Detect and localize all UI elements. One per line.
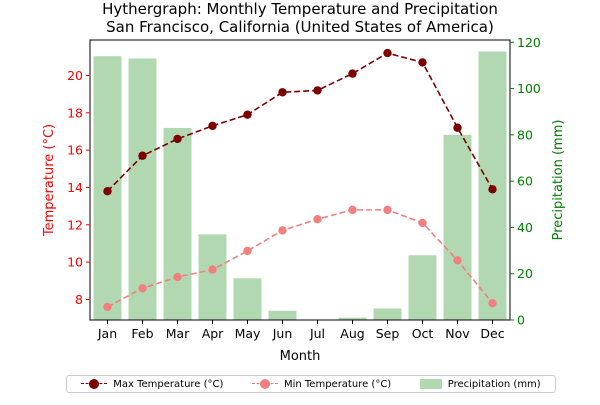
legend-item-max: Max Temperature (°C) <box>81 379 223 390</box>
x-tick-label: Mar <box>166 326 190 341</box>
max-temp-point-dec <box>488 185 497 194</box>
plot-frame <box>89 39 511 321</box>
x-tick-label: Feb <box>131 326 153 341</box>
legend-item-min: Min Temperature (°C) <box>251 378 392 390</box>
x-axis-label: Month <box>280 349 321 364</box>
precip-bar-mar <box>163 127 192 320</box>
left-tick-label: 10 <box>67 255 83 270</box>
max-temp-point-jun <box>278 88 287 97</box>
x-tick-label: Nov <box>445 326 470 341</box>
x-tick-label: Oct <box>412 326 434 341</box>
precip-bar-nov <box>443 134 472 320</box>
left-tick-label: 20 <box>67 68 83 83</box>
precip-bar-may <box>233 278 262 320</box>
right-tick-label: 100 <box>517 81 541 96</box>
max-temp-point-jan <box>103 187 112 196</box>
legend: Max Temperature (°C) Min Temperature (°C… <box>66 375 556 393</box>
precip-bar-sep <box>373 308 402 320</box>
min-temp-point-jan <box>103 302 112 312</box>
left-tick-label: 8 <box>75 292 83 307</box>
legend-min-label: Min Temperature (°C) <box>283 378 392 390</box>
max-temp-point-sep <box>383 48 392 58</box>
legend-max-swatch <box>81 379 108 389</box>
axes: Jan Feb Mar Apr May Jun Jul Aug Sep Oct Nov Dec 8 10 1… <box>67 35 541 341</box>
left-axis-label: Temperature (°C) <box>42 124 57 237</box>
precip-bar-apr <box>198 234 227 320</box>
min-temp-point-aug <box>348 205 357 215</box>
min-temp-point-jul <box>313 215 322 224</box>
x-tick-label: Jan <box>97 326 117 341</box>
min-temp-point-feb <box>138 284 147 293</box>
temperature-lines <box>103 48 497 312</box>
max-temp-point-apr <box>208 121 217 131</box>
legend-precip-swatch <box>419 379 442 389</box>
left-tick-label: 18 <box>67 105 83 120</box>
legend-item-precip: Precipitation (mm) <box>419 378 541 390</box>
max-temp-point-may <box>243 110 252 119</box>
max-temp-point-aug <box>348 69 357 78</box>
min-temp-line <box>107 209 494 308</box>
precip-bar-aug <box>338 317 367 320</box>
right-tick-label: 80 <box>517 127 533 142</box>
left-tick-label: 16 <box>67 143 83 158</box>
max-temp-point-nov <box>453 123 462 132</box>
right-tick-label: 120 <box>517 35 541 50</box>
precip-bar-feb <box>128 58 157 321</box>
right-tick-label: 60 <box>517 174 533 189</box>
left-tick-label: 12 <box>67 217 83 232</box>
right-tick-label: 40 <box>517 220 533 235</box>
min-temp-point-dec <box>488 299 497 308</box>
right-tick-label: 20 <box>517 266 533 281</box>
min-temp-point-oct <box>418 218 427 228</box>
x-tick-label: Dec <box>480 326 504 341</box>
legend-max-label: Max Temperature (°C) <box>113 378 224 390</box>
x-tick-label: May <box>235 326 261 341</box>
precip-bar-oct <box>408 255 437 320</box>
left-tick-label: 14 <box>67 180 83 195</box>
x-tick-label: Aug <box>340 326 364 341</box>
chart-title-line-1: Hythergraph: Monthly Temperature and Pre… <box>102 0 498 18</box>
max-temp-point-jul <box>313 86 322 95</box>
min-temp-point-mar <box>173 272 182 282</box>
min-temp-point-apr <box>208 265 217 274</box>
min-temp-point-sep <box>383 205 392 215</box>
chart-title-line-2: San Francisco, California (United States… <box>106 18 494 36</box>
x-tick-label: Apr <box>202 326 224 341</box>
legend-precip-label: Precipitation (mm) <box>447 378 541 390</box>
x-tick-label: Jul <box>309 326 325 341</box>
max-temp-line <box>106 52 494 192</box>
right-axis-label: Precipitation (mm) <box>551 120 566 241</box>
legend-min-swatch <box>251 379 278 389</box>
min-temp-point-nov <box>453 256 462 265</box>
x-tick-label: Sep <box>376 326 400 341</box>
max-temp-point-oct <box>418 58 427 67</box>
min-temp-point-may <box>243 246 252 256</box>
min-temp-point-jun <box>278 226 287 235</box>
right-tick-label: 0 <box>517 313 525 328</box>
x-tick-label: Jun <box>272 326 293 341</box>
precipitation-bars <box>93 51 507 321</box>
max-temp-point-feb <box>138 151 147 160</box>
precip-bar-jun <box>268 310 297 320</box>
max-temp-point-mar <box>173 134 182 144</box>
